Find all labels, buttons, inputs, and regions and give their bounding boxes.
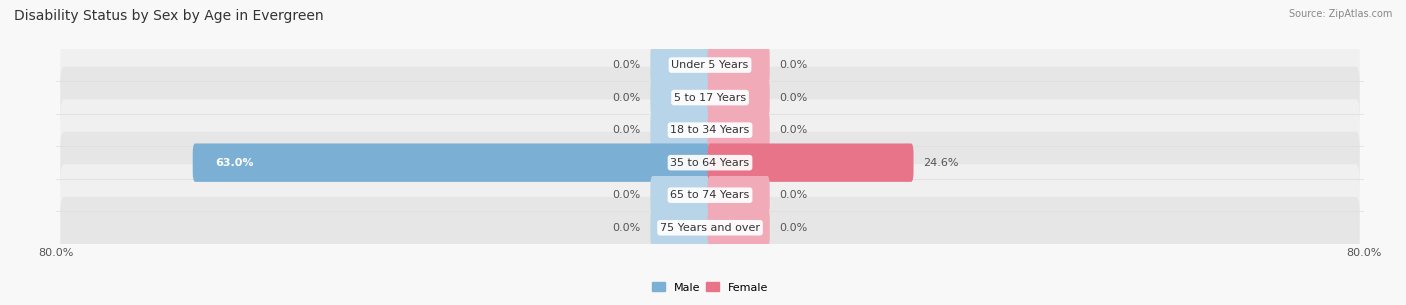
- Text: 35 to 64 Years: 35 to 64 Years: [671, 158, 749, 168]
- Text: 63.0%: 63.0%: [215, 158, 254, 168]
- Text: 0.0%: 0.0%: [779, 223, 807, 233]
- FancyBboxPatch shape: [60, 132, 1360, 194]
- FancyBboxPatch shape: [707, 78, 769, 117]
- Text: Under 5 Years: Under 5 Years: [672, 60, 748, 70]
- FancyBboxPatch shape: [651, 78, 713, 117]
- Legend: Male, Female: Male, Female: [647, 278, 773, 297]
- Text: 0.0%: 0.0%: [613, 125, 641, 135]
- FancyBboxPatch shape: [60, 99, 1360, 161]
- FancyBboxPatch shape: [707, 111, 769, 149]
- FancyBboxPatch shape: [707, 176, 769, 214]
- Text: 75 Years and over: 75 Years and over: [659, 223, 761, 233]
- Text: 0.0%: 0.0%: [613, 60, 641, 70]
- FancyBboxPatch shape: [707, 209, 769, 247]
- FancyBboxPatch shape: [651, 209, 713, 247]
- Text: Disability Status by Sex by Age in Evergreen: Disability Status by Sex by Age in Everg…: [14, 9, 323, 23]
- Text: 24.6%: 24.6%: [924, 158, 959, 168]
- Text: 0.0%: 0.0%: [613, 223, 641, 233]
- FancyBboxPatch shape: [60, 164, 1360, 226]
- Text: 18 to 34 Years: 18 to 34 Years: [671, 125, 749, 135]
- FancyBboxPatch shape: [651, 111, 713, 149]
- Text: 0.0%: 0.0%: [779, 93, 807, 102]
- Text: 65 to 74 Years: 65 to 74 Years: [671, 190, 749, 200]
- Text: 0.0%: 0.0%: [613, 190, 641, 200]
- Text: 0.0%: 0.0%: [779, 190, 807, 200]
- FancyBboxPatch shape: [60, 197, 1360, 259]
- FancyBboxPatch shape: [60, 67, 1360, 128]
- Text: 5 to 17 Years: 5 to 17 Years: [673, 93, 747, 102]
- FancyBboxPatch shape: [60, 34, 1360, 96]
- FancyBboxPatch shape: [707, 143, 914, 182]
- FancyBboxPatch shape: [707, 46, 769, 84]
- Text: 0.0%: 0.0%: [779, 60, 807, 70]
- Text: 0.0%: 0.0%: [613, 93, 641, 102]
- FancyBboxPatch shape: [651, 46, 713, 84]
- Text: Source: ZipAtlas.com: Source: ZipAtlas.com: [1288, 9, 1392, 19]
- FancyBboxPatch shape: [193, 143, 713, 182]
- FancyBboxPatch shape: [651, 176, 713, 214]
- Text: 0.0%: 0.0%: [779, 125, 807, 135]
